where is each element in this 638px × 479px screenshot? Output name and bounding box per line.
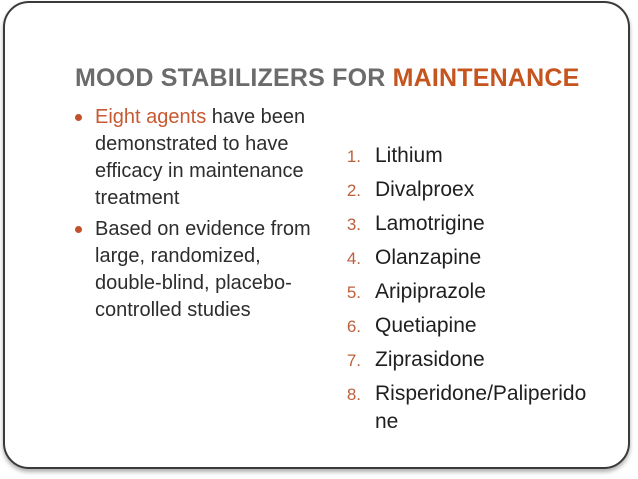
list-number: 3. — [346, 215, 361, 234]
slide-title-accent: MAINTENANCE — [392, 63, 580, 92]
list-item-ziprasidone: 7. Ziprasidone — [337, 346, 607, 375]
list-item-olanzapine: 4. Olanzapine — [337, 244, 607, 273]
list-item-risperidone-paliperidone: 8. Risperidone/Paliperidone — [337, 380, 607, 436]
list-item-divalproex: 2. Divalproex — [337, 176, 607, 205]
bullet-highlight-text: Eight agents — [95, 106, 207, 128]
slide-frame: MOOD STABILIZERS FOR MAINTENANCE Eight a… — [3, 1, 630, 469]
bullet-list: Eight agents have been demonstrated to h… — [73, 104, 313, 328]
list-item-lithium: 1. Lithium — [337, 142, 607, 171]
list-item-label: Lithium — [375, 144, 443, 167]
list-item-label: Quetiapine — [375, 314, 477, 337]
list-item-label: Divalproex — [375, 178, 475, 201]
slide-title: MOOD STABILIZERS FOR MAINTENANCE — [75, 64, 580, 93]
agent-numbered-list: 1. Lithium 2. Divalproex 3. Lamotrigine … — [337, 142, 607, 441]
list-item-label: Olanzapine — [375, 246, 482, 269]
list-number: 5. — [346, 283, 361, 302]
list-item-quetiapine: 6. Quetiapine — [337, 312, 607, 341]
list-number: 6. — [346, 317, 361, 336]
list-item-lamotrigine: 3. Lamotrigine — [337, 210, 607, 239]
list-number: 4. — [346, 249, 361, 268]
list-item-aripiprazole: 5. Aripiprazole — [337, 278, 607, 307]
list-item-label: Aripiprazole — [375, 280, 486, 303]
bullet-item-eight-agents: Eight agents have been demonstrated to h… — [73, 104, 313, 212]
list-item-label: Risperidone/Paliperidone — [375, 382, 587, 433]
list-item-label: Ziprasidone — [375, 348, 485, 371]
list-item-label: Lamotrigine — [375, 212, 485, 235]
list-number: 8. — [346, 385, 361, 404]
bullet-icon — [75, 114, 82, 121]
slide-title-prefix: MOOD STABILIZERS FOR — [75, 63, 393, 92]
list-number: 1. — [346, 147, 361, 166]
bullet-item-evidence: Based on evidence from large, randomized… — [73, 216, 313, 324]
bullet-body-text: Based on evidence from large, randomized… — [95, 218, 311, 321]
list-number: 7. — [346, 351, 361, 370]
list-number: 2. — [346, 181, 361, 200]
bullet-icon — [75, 226, 82, 233]
bullet-body-text: have been demonstrated to have efficacy … — [95, 106, 306, 209]
